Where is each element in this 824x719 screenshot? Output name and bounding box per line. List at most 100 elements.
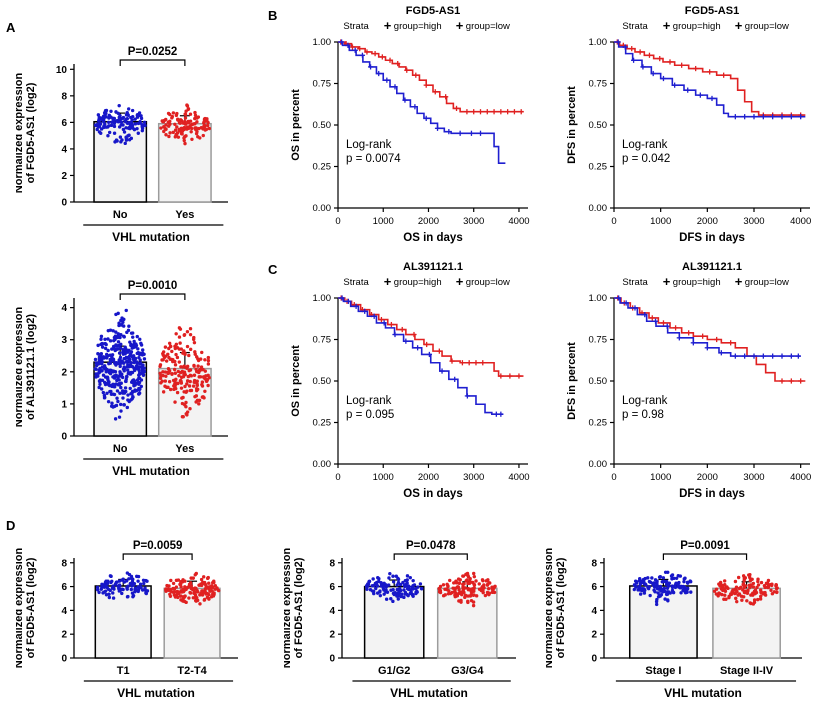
data-dot [474, 579, 478, 583]
y-tick-label: 1 [61, 399, 67, 410]
data-dot [381, 586, 386, 591]
data-dot [182, 127, 186, 132]
data-dot [465, 578, 469, 582]
x-axis-title: VHL mutation [664, 686, 742, 700]
data-dot [119, 409, 123, 413]
data-dot [199, 577, 204, 582]
x-tick-label: 1000 [650, 216, 671, 227]
data-dot [481, 579, 485, 583]
data-dot [133, 122, 138, 126]
data-dot [131, 335, 135, 339]
x-axis-title: OS in days [403, 488, 462, 500]
data-dot [179, 585, 183, 589]
data-dot [106, 587, 111, 591]
data-dot [685, 586, 690, 590]
data-dot [176, 578, 181, 582]
data-dot [133, 117, 137, 121]
data-dot [170, 371, 174, 376]
y-tick-label: 0.25 [589, 418, 608, 429]
km-curve-group=low [614, 297, 801, 357]
data-dot [99, 334, 104, 339]
data-dot [197, 369, 202, 373]
data-dot [117, 583, 122, 587]
x-tick-label: 2000 [418, 472, 439, 483]
data-dot [371, 577, 375, 581]
data-dot [158, 376, 163, 380]
data-dot [206, 383, 210, 388]
data-dot [655, 597, 659, 602]
data-dot [192, 364, 196, 368]
data-dot [123, 386, 128, 390]
data-dot [403, 590, 408, 595]
panel-label-b: B [268, 8, 278, 23]
mean-bar [436, 587, 498, 659]
data-dot [116, 332, 120, 336]
data-dot [195, 398, 200, 403]
data-dot [98, 378, 102, 382]
data-dot [97, 590, 101, 595]
legend-plus-symbol: + [663, 18, 671, 33]
data-dot [166, 120, 170, 124]
data-dot [164, 587, 168, 591]
y-tick-label: 6 [61, 582, 67, 593]
data-dot [136, 585, 140, 589]
p-value-bracket [393, 553, 468, 560]
data-dot [389, 597, 393, 601]
data-dot [176, 381, 180, 386]
data-dot [759, 580, 764, 585]
data-dot [643, 576, 647, 581]
data-dot [195, 379, 199, 383]
data-dot [175, 125, 179, 129]
y-tick-label: 6 [61, 118, 67, 129]
data-dot [127, 354, 132, 359]
data-dot [194, 131, 199, 136]
logrank-annotation: Log-rank [346, 139, 392, 151]
data-dot [95, 127, 99, 132]
data-dot [174, 342, 179, 346]
data-dot [406, 585, 410, 590]
data-dot [455, 594, 459, 598]
x-tick-label: 0 [611, 216, 616, 227]
data-dot [656, 591, 660, 595]
mean-bar [163, 587, 221, 659]
data-dot [652, 588, 656, 592]
data-dot [200, 382, 204, 387]
data-dot [207, 592, 211, 597]
legend-text: group=low [745, 21, 789, 32]
data-dot [770, 592, 775, 596]
data-dot [126, 328, 131, 333]
data-dot [122, 403, 126, 407]
data-dot [714, 587, 719, 591]
x-tick-label: 4000 [790, 472, 811, 483]
data-dot [200, 380, 205, 384]
data-dot [131, 395, 135, 399]
data-dot [648, 593, 652, 598]
data-dot [185, 382, 189, 386]
data-dot [762, 583, 767, 588]
data-dot [115, 396, 119, 400]
data-dot [459, 600, 463, 604]
data-dot [131, 357, 135, 362]
data-dot [196, 387, 200, 392]
data-dot [98, 382, 102, 386]
km-curve-group=low [614, 41, 806, 118]
data-dot [207, 376, 211, 380]
data-dot [117, 586, 121, 591]
data-dot [447, 589, 451, 593]
data-dot [722, 579, 727, 583]
data-dot [113, 417, 118, 421]
data-dot [718, 584, 722, 588]
chart-canvas-d2: 0 2 4 6 8 G1/G2 G3/G4 P=0.0478 VHL mutation Norma… [281, 540, 516, 700]
data-dot [198, 602, 202, 606]
data-dot [474, 594, 479, 598]
data-dot [140, 353, 145, 357]
data-dot [104, 111, 108, 116]
data-dot [750, 577, 754, 581]
data-dot [720, 592, 724, 597]
data-dot [181, 395, 185, 400]
data-dot [393, 590, 397, 595]
data-dot [192, 380, 196, 384]
data-dot [115, 389, 120, 393]
data-dot [106, 120, 111, 124]
